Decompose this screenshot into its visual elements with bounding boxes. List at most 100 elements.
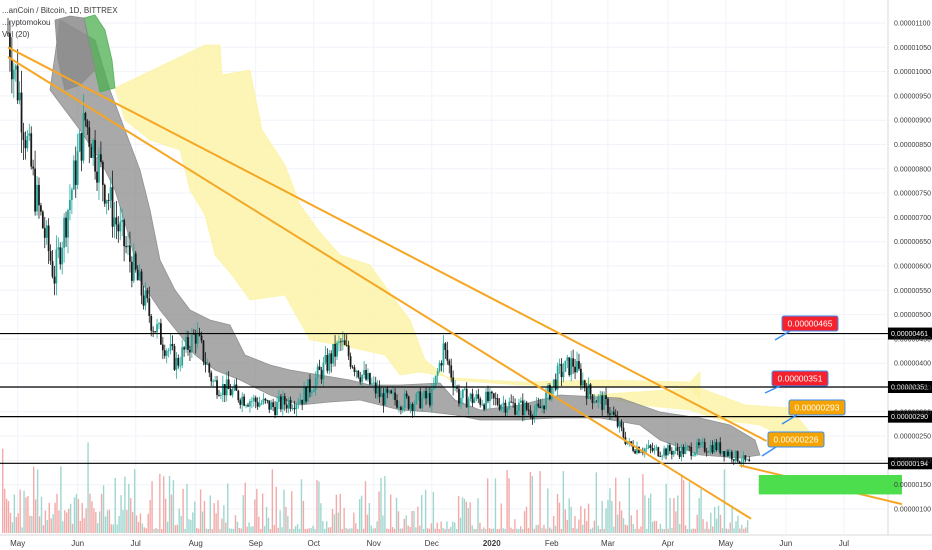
- volume-bar: [36, 469, 39, 533]
- candle-body: [723, 451, 725, 457]
- candle-body: [345, 344, 348, 346]
- candle-body: [388, 390, 391, 393]
- candle-body: [119, 222, 122, 232]
- candle-body: [525, 402, 528, 410]
- candle-body: [204, 361, 207, 365]
- volume-bar: [475, 528, 477, 533]
- candle-body: [57, 247, 60, 250]
- volume-bar: [112, 524, 114, 533]
- volume-bar: [681, 475, 683, 533]
- price-tick-label: 0.00000250: [894, 434, 931, 441]
- candle-body: [421, 397, 424, 409]
- volume-bar: [106, 510, 109, 533]
- candle-body: [285, 404, 288, 409]
- volume-bar: [521, 528, 524, 533]
- candle-body: [494, 398, 497, 399]
- volume-bar: [11, 522, 14, 533]
- candle-body: [281, 396, 284, 410]
- candle-body: [72, 160, 75, 190]
- volume-bar: [473, 528, 475, 533]
- volume-bar: [686, 528, 689, 533]
- candle-body: [297, 403, 300, 405]
- volume-bar: [271, 469, 274, 533]
- volume-bar: [260, 528, 262, 533]
- candle-body: [730, 451, 733, 460]
- candle-body: [684, 447, 687, 454]
- volume-bar: [215, 513, 217, 533]
- volume-bar: [67, 508, 70, 533]
- volume-bar: [194, 501, 196, 533]
- volume-bar: [33, 466, 35, 533]
- candle-body: [101, 162, 104, 185]
- volume-bar: [463, 498, 466, 533]
- candle-body: [663, 448, 666, 456]
- candle-body: [682, 446, 685, 454]
- volume-bar: [599, 528, 601, 533]
- time-tick-label: Aug: [189, 539, 203, 548]
- candle-body: [672, 450, 675, 455]
- candle-body: [90, 146, 93, 158]
- candle-body: [676, 447, 679, 451]
- time-tick-label: Jun: [779, 539, 792, 548]
- price-tick-label: 0.00000300: [894, 409, 931, 416]
- volume-bar: [374, 528, 376, 533]
- volume-bar: [318, 481, 320, 533]
- candle-body: [659, 456, 662, 457]
- candle-body: [527, 409, 530, 411]
- candle-body: [28, 133, 31, 136]
- volume-bar: [421, 494, 423, 533]
- volume-bar: [79, 520, 81, 533]
- volume-bar: [659, 523, 662, 533]
- candle-body: [109, 187, 112, 201]
- candle-body: [357, 370, 360, 378]
- volume-bar: [230, 528, 233, 533]
- volume-bar: [145, 528, 147, 533]
- volume-bar: [514, 519, 516, 533]
- callout-box: [781, 315, 839, 332]
- volume-bar: [100, 493, 103, 533]
- candle-body: [653, 448, 656, 451]
- candle-body: [450, 365, 453, 378]
- candle-body: [380, 393, 383, 398]
- volume-bar: [329, 527, 332, 533]
- candle-body: [34, 168, 36, 212]
- volume-bar: [287, 516, 289, 533]
- callout-label: 0.00000293: [795, 403, 840, 413]
- volume-bar: [355, 523, 357, 533]
- candle-body: [698, 442, 700, 446]
- volume-bar: [399, 528, 402, 533]
- candle-body: [692, 455, 695, 457]
- volume-bar: [308, 528, 310, 533]
- candle-body: [452, 377, 455, 388]
- price-tick-label: 0.00000750: [894, 191, 931, 198]
- candle-body: [223, 384, 226, 396]
- volume-bar: [66, 512, 68, 533]
- candle-body: [146, 290, 149, 299]
- candle-body: [463, 388, 466, 390]
- volume-bar: [529, 471, 532, 533]
- volume-bar: [376, 521, 378, 533]
- candle-body: [407, 396, 410, 409]
- candle-body: [581, 380, 584, 386]
- level-axis-label: 0.00000351: [891, 385, 928, 392]
- candle-body: [343, 340, 346, 345]
- candle-body: [543, 405, 546, 410]
- volume-bar: [690, 528, 693, 533]
- volume-bar: [248, 522, 250, 533]
- volume-bars: [2, 442, 749, 533]
- candle-body: [603, 395, 606, 410]
- volume-bar: [114, 477, 116, 533]
- volume-bar: [448, 528, 450, 533]
- volume-bar: [737, 515, 739, 533]
- candle-body: [384, 388, 387, 406]
- volume-bar: [56, 493, 58, 533]
- candle-body: [129, 245, 131, 262]
- candle-body: [63, 217, 66, 248]
- volume-bar: [310, 528, 312, 533]
- candle-body: [125, 246, 127, 248]
- candle-body: [413, 403, 416, 411]
- candle-body: [649, 445, 652, 448]
- candle-body: [283, 396, 286, 405]
- candle-body: [127, 245, 129, 248]
